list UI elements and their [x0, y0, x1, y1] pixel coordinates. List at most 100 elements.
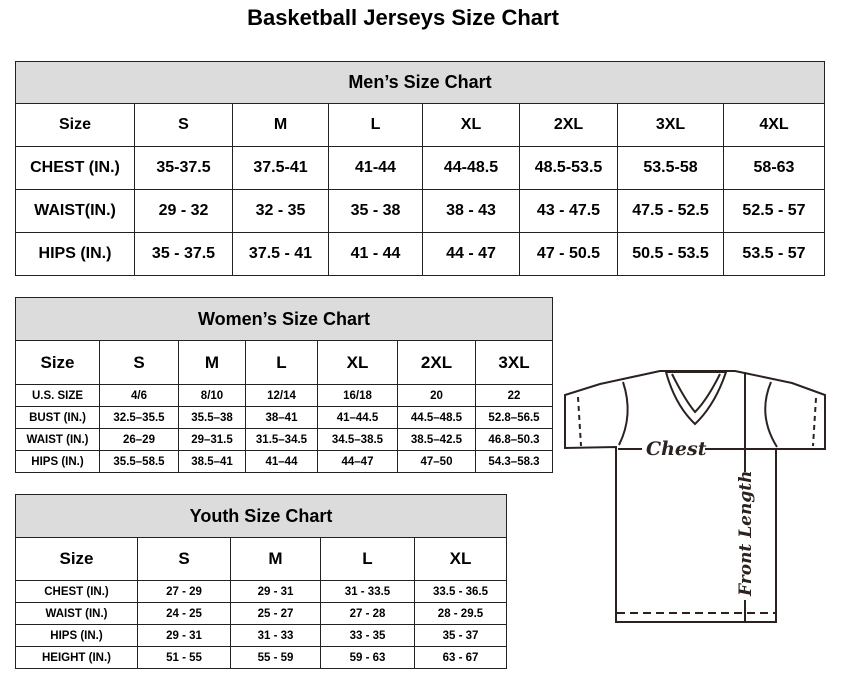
size-l: L — [245, 340, 318, 385]
tshirt-outline — [564, 370, 826, 623]
table-cell: 35 - 37 — [413, 624, 508, 647]
table-cell: 35 - 38 — [328, 189, 423, 233]
table-cell: 28 - 29.5 — [413, 602, 508, 625]
size-header: Size — [15, 340, 100, 385]
table-cell: 31 - 33.5 — [320, 580, 415, 603]
table-cell: 12/14 — [245, 384, 318, 407]
table-cell: 8/10 — [178, 384, 246, 407]
row-label: WAIST (IN.) — [15, 602, 138, 625]
table-cell: 25 - 27 — [230, 602, 321, 625]
table-cell: 35.5–38 — [178, 406, 246, 429]
size-3xl: 3XL — [474, 340, 554, 385]
row-label: WAIST(IN.) — [15, 189, 135, 233]
table-cell: 38 - 43 — [422, 189, 520, 233]
size-s: S — [137, 537, 231, 581]
size-header: Size — [15, 537, 138, 581]
table-cell: 32 - 35 — [232, 189, 329, 233]
front-length-label: Front Length — [736, 471, 756, 597]
row-label: HIPS (IN.) — [15, 232, 135, 276]
table-cell: 59 - 63 — [320, 646, 415, 669]
table-cell: 58-63 — [723, 146, 825, 190]
table-cell: 29–31.5 — [178, 428, 246, 451]
table-cell: 41–44 — [245, 450, 318, 473]
table-row: BUST (IN.) 32.5–35.5 35.5–38 38–41 41–44.5 44… — [15, 406, 554, 429]
table-cell: 48.5-53.5 — [519, 146, 618, 190]
table-cell: 37.5-41 — [232, 146, 329, 190]
table-cell: 38.5–42.5 — [397, 428, 476, 451]
table-row: WAIST (IN.) 24 - 25 25 - 27 27 - 28 28 - 29.… — [15, 602, 508, 625]
size-2xl: 2XL — [519, 103, 618, 147]
womens-size-table: Women’s Size Chart Size S M L XL 2XL 3XL U.S. … — [14, 297, 554, 473]
table-row: HIPS (IN.) 35 - 37.5 37.5 - 41 41 - 44 44 - … — [15, 232, 825, 276]
table-cell: 41 - 44 — [328, 232, 423, 276]
table-cell: 24 - 25 — [137, 602, 231, 625]
size-m: M — [230, 537, 321, 581]
table-cell: 55 - 59 — [230, 646, 321, 669]
tshirt-collar — [664, 371, 728, 426]
table-cell: 32.5–35.5 — [99, 406, 179, 429]
table-row: WAIST(IN.) 29 - 32 32 - 35 35 - 38 38 - 43 43… — [15, 189, 825, 233]
table-cell: 47–50 — [397, 450, 476, 473]
table-cell: 44-48.5 — [422, 146, 520, 190]
size-s: S — [99, 340, 179, 385]
table-row: HIPS (IN.) 29 - 31 31 - 33 33 - 35 35 - 37 — [15, 624, 508, 647]
row-label: BUST (IN.) — [15, 406, 100, 429]
tshirt-diagram: Chest Front Length — [564, 370, 826, 623]
table-cell: 35 - 37.5 — [134, 232, 233, 276]
table-cell: 54.3–58.3 — [474, 450, 554, 473]
size-xl: XL — [413, 537, 508, 581]
page-title: Basketball Jerseys Size Chart — [247, 5, 559, 30]
table-cell: 33 - 35 — [320, 624, 415, 647]
row-label: CHEST (IN.) — [15, 146, 135, 190]
row-label: HIPS (IN.) — [15, 624, 138, 647]
size-s: S — [134, 103, 233, 147]
row-label: HIPS (IN.) — [15, 450, 100, 473]
size-m: M — [232, 103, 329, 147]
table-cell: 50.5 - 53.5 — [617, 232, 724, 276]
table-cell: 44–47 — [317, 450, 398, 473]
table-row: WAIST (IN.) 26–29 29–31.5 31.5–34.5 34.5–38.… — [15, 428, 554, 451]
size-l: L — [320, 537, 415, 581]
mens-size-table: Men’s Size Chart Size S M L XL 2XL 3XL 4XL CHES… — [15, 61, 825, 276]
size-header: Size — [15, 103, 135, 147]
table-row: U.S. SIZE 4/6 8/10 12/14 16/18 20 22 — [15, 384, 554, 407]
youth-size-table: Youth Size Chart Size S M L XL CHEST (IN.) 27… — [14, 494, 508, 669]
table-cell: 31 - 33 — [230, 624, 321, 647]
table-cell: 47 - 50.5 — [519, 232, 618, 276]
chest-label: Chest — [646, 438, 707, 460]
table-cell: 41–44.5 — [317, 406, 398, 429]
row-label: CHEST (IN.) — [15, 580, 138, 603]
table-cell: 53.5-58 — [617, 146, 724, 190]
table-title: Men’s Size Chart — [15, 61, 825, 104]
table-cell: 37.5 - 41 — [232, 232, 329, 276]
table-cell: 34.5–38.5 — [317, 428, 398, 451]
table-cell: 33.5 - 36.5 — [413, 580, 508, 603]
table-cell: 47.5 - 52.5 — [617, 189, 724, 233]
table-cell: 44.5–48.5 — [397, 406, 476, 429]
table-cell: 52.8–56.5 — [474, 406, 554, 429]
table-cell: 38–41 — [245, 406, 318, 429]
row-label: U.S. SIZE — [15, 384, 100, 407]
table-cell: 63 - 67 — [413, 646, 508, 669]
table-cell: 31.5–34.5 — [245, 428, 318, 451]
size-xl: XL — [317, 340, 398, 385]
table-row: HIPS (IN.) 35.5–58.5 38.5–41 41–44 44–47 47–5… — [15, 450, 554, 473]
table-cell: 38.5–41 — [178, 450, 246, 473]
row-label: WAIST (IN.) — [15, 428, 100, 451]
table-cell: 44 - 47 — [422, 232, 520, 276]
table-cell: 29 - 31 — [230, 580, 321, 603]
table-cell: 53.5 - 57 — [723, 232, 825, 276]
table-cell: 20 — [397, 384, 476, 407]
size-4xl: 4XL — [723, 103, 825, 147]
table-cell: 27 - 28 — [320, 602, 415, 625]
table-cell: 16/18 — [317, 384, 398, 407]
table-row: HEIGHT (IN.) 51 - 55 55 - 59 59 - 63 63 - 67 — [15, 646, 508, 669]
size-2xl: 2XL — [397, 340, 476, 385]
table-row: CHEST (IN.) 27 - 29 29 - 31 31 - 33.5 33.5 -… — [15, 580, 508, 603]
size-l: L — [328, 103, 423, 147]
table-cell: 22 — [474, 384, 554, 407]
table-cell: 35.5–58.5 — [99, 450, 179, 473]
table-cell: 26–29 — [99, 428, 179, 451]
table-cell: 4/6 — [99, 384, 179, 407]
table-row: CHEST (IN.) 35-37.5 37.5-41 41-44 44-48.5 48.… — [15, 146, 825, 190]
